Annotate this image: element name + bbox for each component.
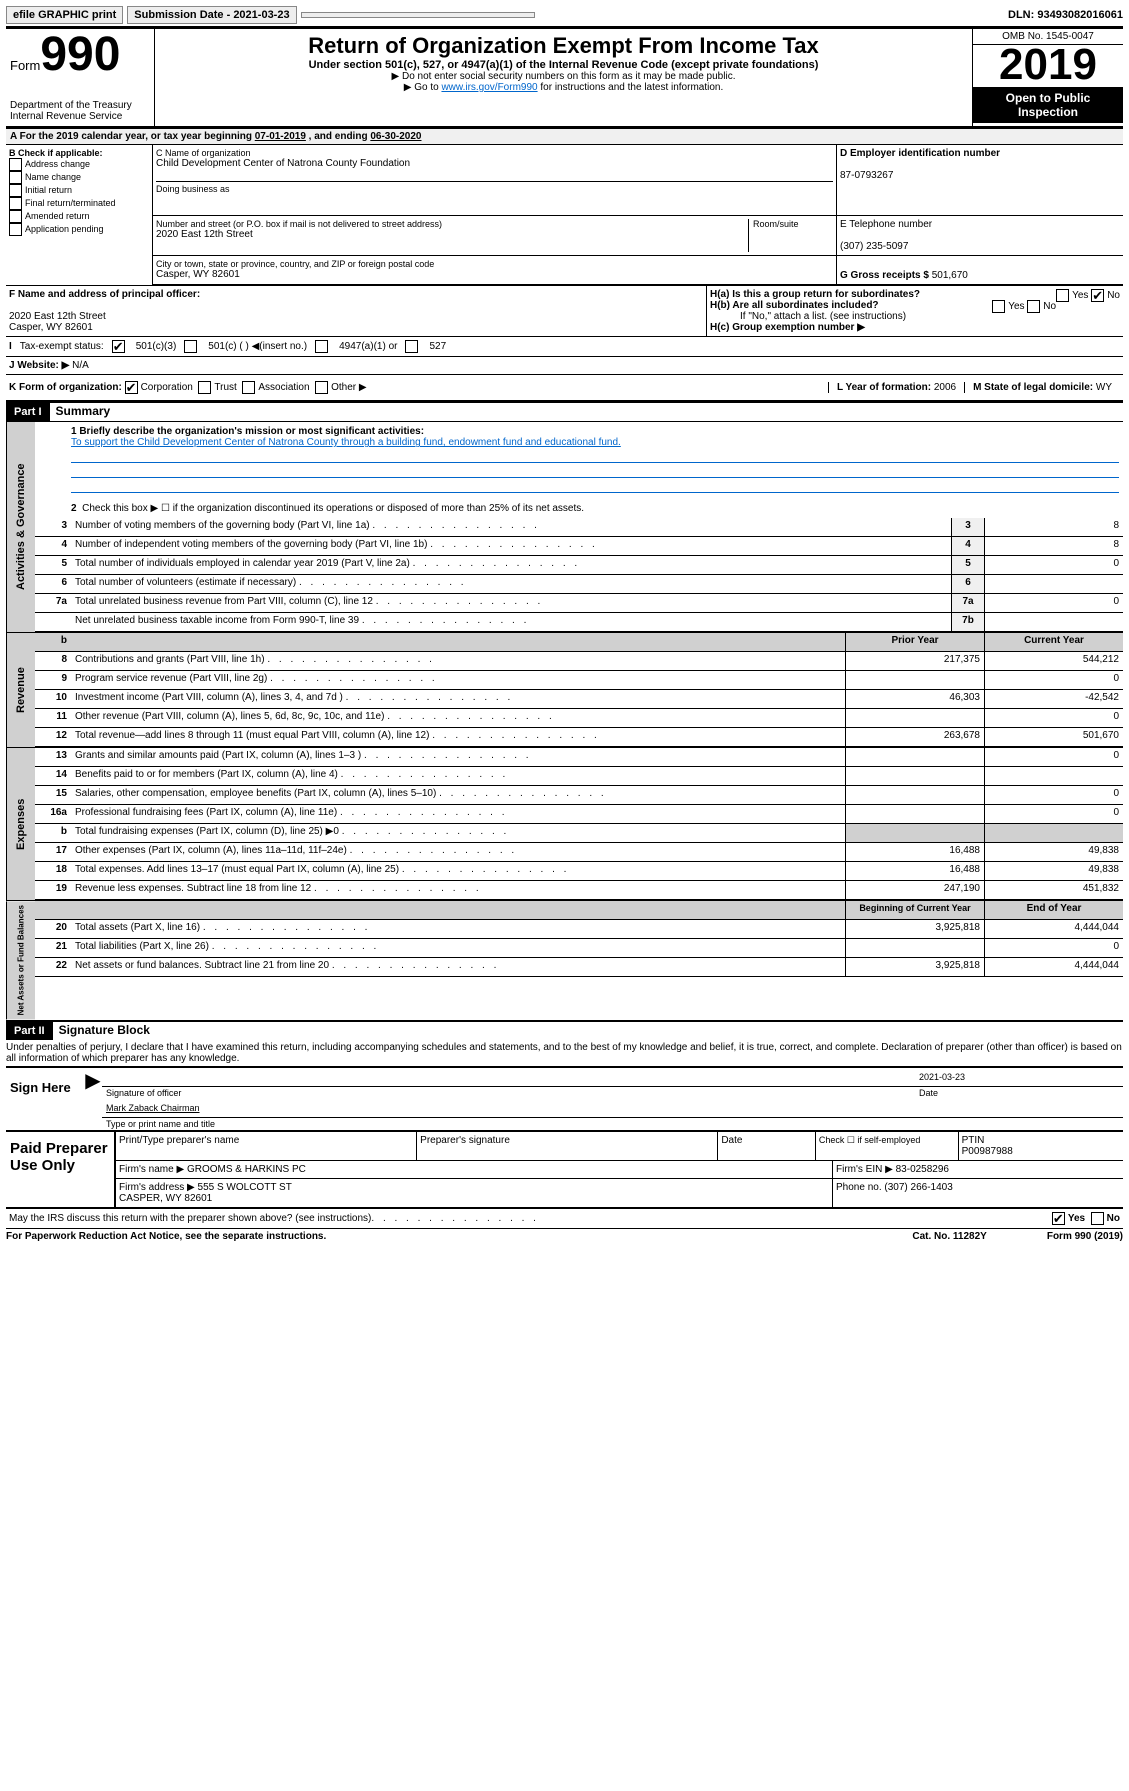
- mission-text[interactable]: To support the Child Development Center …: [71, 437, 621, 448]
- period-row: A For the 2019 calendar year, or tax yea…: [6, 129, 1123, 145]
- ptin-value: P00987988: [962, 1146, 1013, 1157]
- 501c-checkbox[interactable]: [184, 340, 197, 353]
- part1-revenue: Revenue bPrior YearCurrent Year 8Contrib…: [6, 632, 1123, 747]
- form-header: Form990 Department of the Treasury Inter…: [6, 29, 1123, 129]
- officer-signature[interactable]: [104, 1070, 917, 1084]
- form-subtitle2: ▶ Do not enter social security numbers o…: [159, 71, 968, 82]
- 527-checkbox[interactable]: [405, 340, 418, 353]
- city-value: Casper, WY 82601: [156, 269, 833, 280]
- hb-label: H(b) Are all subordinates included?: [710, 300, 879, 311]
- ein-label: D Employer identification number: [840, 148, 1000, 159]
- org-name-label: C Name of organization: [156, 148, 833, 158]
- other-checkbox[interactable]: [315, 381, 328, 394]
- form-subtitle3: ▶ Go to www.irs.gov/Form990 for instruct…: [159, 82, 968, 93]
- row-i: I Tax-exempt status: 501(c)(3) 501(c) ( …: [6, 337, 1123, 357]
- discuss-yes-checkbox[interactable]: [1052, 1212, 1065, 1225]
- ein-value: 87-0793267: [840, 170, 893, 181]
- paid-preparer-label: Paid Preparer Use Only: [6, 1132, 116, 1207]
- vtab-governance: Activities & Governance: [6, 422, 35, 632]
- ha-yes-checkbox[interactable]: [1056, 289, 1069, 302]
- self-employed-check[interactable]: Check ☐ if self-employed: [816, 1132, 959, 1160]
- discuss-no-checkbox[interactable]: [1091, 1212, 1104, 1225]
- footer: For Paperwork Reduction Act Notice, see …: [6, 1229, 1123, 1244]
- form-number: 990: [40, 28, 120, 81]
- dba-label: Doing business as: [156, 181, 833, 194]
- hb-note: If "No," attach a list. (see instruction…: [710, 311, 1120, 322]
- officer-name-title: Mark Zaback Chairman: [104, 1101, 1121, 1115]
- org-name: Child Development Center of Natrona Coun…: [156, 158, 833, 169]
- firm-name: GROOMS & HARKINS PC: [187, 1164, 306, 1175]
- form-label: Form: [10, 58, 40, 73]
- part1-netassets: Net Assets or Fund Balances Beginning of…: [6, 900, 1123, 1021]
- preparer-date-label: Date: [718, 1132, 816, 1160]
- open-to-public: Open to Public Inspection: [973, 87, 1123, 123]
- firm-ein: 83-0258296: [896, 1164, 949, 1175]
- ha-no-checkbox[interactable]: [1091, 289, 1104, 302]
- dept-label: Department of the Treasury Internal Reve…: [10, 100, 150, 122]
- room-label: Room/suite: [748, 219, 833, 252]
- hb-no-checkbox[interactable]: [1027, 300, 1040, 313]
- trust-checkbox[interactable]: [198, 381, 211, 394]
- addr-label: Number and street (or P.O. box if mail i…: [156, 219, 748, 229]
- discuss-row: May the IRS discuss this return with the…: [6, 1209, 1123, 1229]
- row-j: J Website: ▶ N/A: [6, 357, 1123, 375]
- check-if-applicable: B Check if applicable: Address changeNam…: [6, 145, 153, 285]
- part1-governance: Activities & Governance 1 Briefly descri…: [6, 421, 1123, 632]
- paid-preparer-section: Paid Preparer Use Only Print/Type prepar…: [6, 1130, 1123, 1209]
- officer-label: F Name and address of principal officer:: [9, 289, 200, 300]
- city-label: City or town, state or province, country…: [156, 259, 833, 269]
- vtab-revenue: Revenue: [6, 633, 35, 747]
- vtab-expenses: Expenses: [6, 748, 35, 900]
- blank-button[interactable]: [301, 12, 535, 18]
- hc-label: H(c) Group exemption number ▶: [710, 322, 865, 333]
- hb-yes-checkbox[interactable]: [992, 300, 1005, 313]
- 501c3-checkbox[interactable]: [112, 340, 125, 353]
- preparer-sig-label: Preparer's signature: [417, 1132, 718, 1160]
- section-b-to-g: B Check if applicable: Address changeNam…: [6, 145, 1123, 286]
- gross-receipts-value: 501,670: [932, 270, 968, 281]
- sign-here-section: Sign Here ▶ 2021-03-23 Signature of offi…: [6, 1066, 1123, 1130]
- irs-link[interactable]: www.irs.gov/Form990: [441, 82, 537, 93]
- street-address: 2020 East 12th Street: [156, 229, 748, 240]
- sign-here-label: Sign Here: [6, 1068, 84, 1130]
- part1-expenses: Expenses 13Grants and similar amounts pa…: [6, 747, 1123, 900]
- efile-button[interactable]: efile GRAPHIC print: [6, 6, 123, 24]
- phone-value: (307) 235-5097: [840, 241, 908, 252]
- assoc-checkbox[interactable]: [242, 381, 255, 394]
- 4947-checkbox[interactable]: [315, 340, 328, 353]
- gross-receipts-label: G Gross receipts $: [840, 270, 929, 281]
- form-subtitle1: Under section 501(c), 527, or 4947(a)(1)…: [159, 59, 968, 71]
- row-k: K Form of organization: Corporation Trus…: [6, 375, 1123, 403]
- website-value: N/A: [72, 360, 89, 371]
- part1-header: Part ISummary: [6, 403, 1123, 421]
- vtab-netassets: Net Assets or Fund Balances: [6, 901, 35, 1019]
- ha-label: H(a) Is this a group return for subordin…: [710, 289, 920, 300]
- form-title: Return of Organization Exempt From Incom…: [159, 33, 968, 59]
- phone-label: E Telephone number: [840, 219, 932, 230]
- corp-checkbox[interactable]: [125, 381, 138, 394]
- year-formation: 2006: [934, 382, 956, 393]
- firm-phone: (307) 266-1403: [884, 1182, 952, 1193]
- toolbar: efile GRAPHIC print Submission Date - 20…: [6, 6, 1123, 29]
- line2: Check this box ▶ ☐ if the organization d…: [82, 503, 584, 514]
- tax-year: 2019: [973, 45, 1123, 85]
- section-f-h: F Name and address of principal officer:…: [6, 286, 1123, 337]
- state-domicile: WY: [1096, 382, 1112, 393]
- perjury-declaration: Under penalties of perjury, I declare th…: [6, 1040, 1123, 1066]
- submission-date-button[interactable]: Submission Date - 2021-03-23: [127, 6, 296, 24]
- sign-date: 2021-03-23: [917, 1070, 1121, 1084]
- dln-label: DLN: 93493082016061: [1008, 9, 1123, 21]
- officer-addr: 2020 East 12th Street Casper, WY 82601: [9, 311, 106, 333]
- preparer-name-label: Print/Type preparer's name: [116, 1132, 417, 1160]
- part2-header: Part IISignature Block: [6, 1022, 1123, 1040]
- mission-label: 1 Briefly describe the organization's mi…: [71, 426, 424, 437]
